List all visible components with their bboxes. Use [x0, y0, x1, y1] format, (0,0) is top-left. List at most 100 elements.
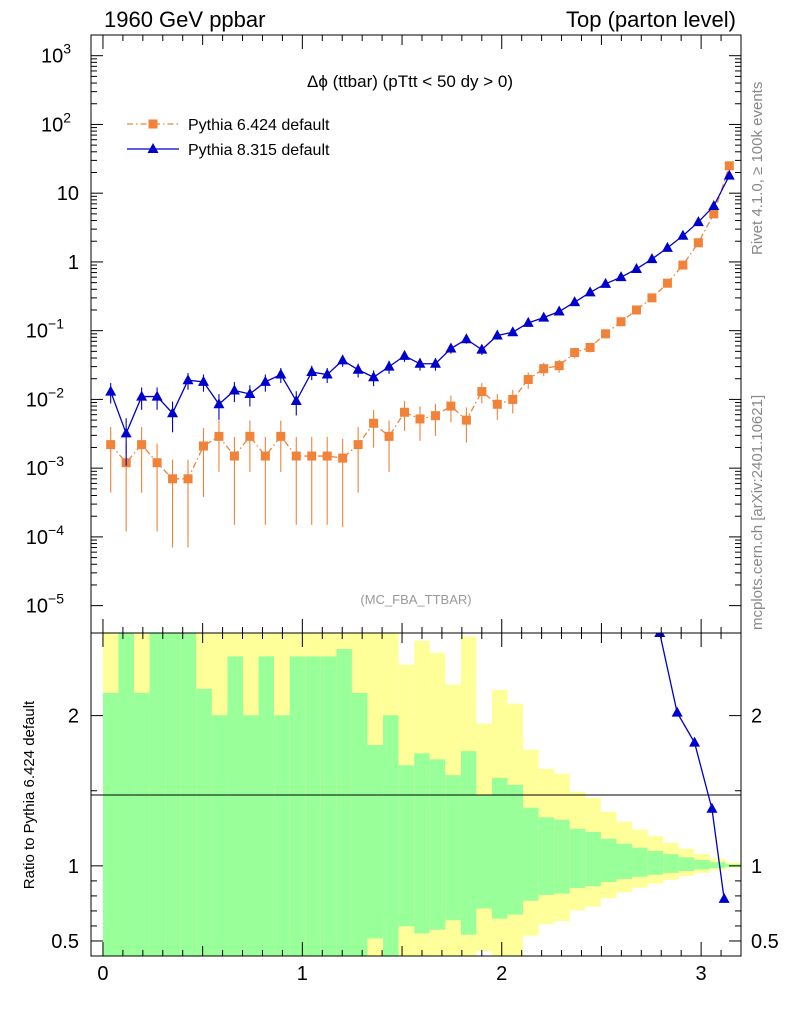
pythia6-point [446, 401, 456, 411]
pythia6-point [662, 278, 672, 288]
pythia6-point [183, 474, 193, 484]
band-green [460, 751, 477, 935]
pythia8-point [522, 316, 534, 327]
band-green [647, 851, 664, 875]
pythia6-point [307, 451, 317, 461]
pythia6-point [477, 387, 487, 397]
pythia6-point [461, 415, 471, 425]
band-green [476, 794, 493, 909]
ratio-y-tick-label: 1 [68, 856, 79, 878]
pythia8-point [368, 371, 380, 382]
band-green [320, 656, 337, 956]
ratio-point [654, 633, 666, 637]
pythia8-point [677, 229, 689, 240]
pythia6-point [430, 411, 440, 421]
pythia8-point [259, 375, 271, 386]
x-tick-label: 3 [696, 963, 707, 985]
pythia8-point [321, 368, 333, 379]
y-tick-label: 1 [68, 252, 79, 274]
y-tick-label: 10 [57, 183, 79, 205]
pythia6-point [137, 440, 147, 450]
band-green [336, 649, 352, 956]
pythia6-point [338, 453, 348, 463]
pythia6-point [585, 342, 595, 352]
pythia6-point [616, 317, 626, 327]
band-green [414, 753, 430, 934]
ratio-point [718, 892, 730, 903]
pythia6-point [415, 414, 425, 424]
ratio-series [654, 633, 730, 903]
pythia6-point [523, 374, 533, 384]
pythia8-point [414, 357, 426, 368]
ratio-point [671, 706, 683, 717]
pythia6-point [245, 431, 255, 441]
band-green [554, 819, 570, 894]
pythia8-point [661, 241, 673, 252]
ratio-y-tick-label: 0.5 [51, 931, 79, 953]
band-green [585, 831, 601, 887]
legend-label-pythia8: Pythia 8.315 default [188, 142, 330, 159]
ratio-y-axis-label: Ratio to Pythia 6.424 default [21, 700, 38, 889]
pythia8-point [507, 326, 519, 337]
y-tick-label: 102 [41, 109, 71, 136]
pythia6-point [400, 407, 410, 417]
pythia6-point [693, 238, 703, 248]
pythia8-point [151, 390, 163, 401]
pythia6-point [152, 458, 162, 468]
pythia6-point [570, 348, 580, 358]
y-tick-label: 10−4 [26, 522, 64, 549]
pythia8-point [630, 262, 642, 273]
legend: Pythia 6.424 default Pythia 8.315 defaul… [127, 117, 330, 159]
ratio-point [689, 736, 701, 747]
pythia6-point [492, 399, 502, 409]
analysis-watermark: (MC_FBA_TTBAR) [360, 592, 471, 607]
y-tick-label: 10−2 [26, 384, 64, 411]
pythia6-point [539, 364, 549, 374]
pythia6-point [647, 293, 657, 303]
pythia8-point [445, 342, 457, 353]
pythia6-point [709, 209, 719, 219]
pythia6-point [106, 440, 116, 450]
x-tick-label: 0 [97, 963, 108, 985]
pythia8-point [584, 286, 596, 297]
band-green [694, 859, 710, 870]
pythia8-series-line [110, 175, 730, 436]
pythia6-point [508, 394, 518, 404]
pythia6-point [353, 440, 363, 450]
legend-entry-pythia8: Pythia 8.315 default [127, 142, 330, 159]
pythia8-point [197, 375, 209, 386]
band-green [600, 838, 617, 883]
pythia8-point [167, 407, 179, 418]
pythia8-point [615, 271, 627, 282]
pythia6-point [260, 451, 270, 461]
pythia8-point [460, 333, 472, 344]
pythia6-point [631, 305, 641, 315]
legend-square-marker [148, 119, 158, 129]
ratio-y-tick-label: 2 [68, 706, 79, 728]
band-green [569, 828, 586, 889]
pythia8-point [399, 349, 411, 360]
y-tick-label: 10−1 [26, 316, 64, 343]
pythia6-point [198, 441, 208, 451]
pythia6-point [168, 474, 178, 484]
pythia8-point [553, 305, 565, 316]
band-green [383, 715, 399, 956]
band-green [663, 854, 679, 873]
pythia8-point [105, 385, 117, 396]
pythia6-point [214, 431, 224, 441]
ratio-y-tick-label-right: 0.5 [751, 931, 779, 953]
band-green [538, 817, 555, 895]
pythia6-point [369, 418, 379, 428]
rivet-version-label: Rivet 4.1.0, ≥ 100k events [749, 82, 766, 255]
pythia8-point [136, 390, 148, 401]
ratio-y-tick-label-right: 2 [751, 706, 762, 728]
pythia8-point [429, 357, 441, 368]
mcplots-label: mcplots.cern.ch [arXiv:2401.10621] [749, 395, 766, 630]
band-green [632, 847, 648, 877]
pythia6-point [291, 451, 301, 461]
y-tick-label: 10−3 [26, 453, 64, 480]
band-green [507, 784, 524, 915]
pythia6-point [724, 161, 734, 171]
band-green [678, 857, 695, 871]
